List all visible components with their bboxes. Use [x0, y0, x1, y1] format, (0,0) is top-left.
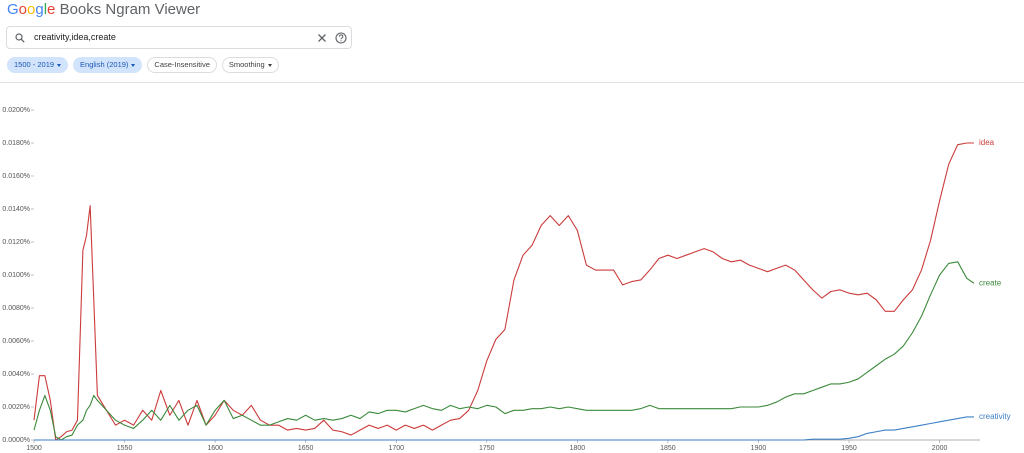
- help-button[interactable]: [335, 32, 347, 44]
- x-tick-label: 1800: [570, 445, 586, 452]
- x-tick-label: 1600: [207, 445, 223, 452]
- x-tick-label: 1650: [298, 445, 314, 452]
- corpus-chip[interactable]: English (2019): [73, 57, 143, 73]
- y-tick-label: 0.0060%: [2, 338, 30, 345]
- search-query[interactable]: creativity,idea,create: [34, 32, 116, 42]
- case-chip[interactable]: Case-Insensitive: [147, 57, 217, 73]
- y-tick-label: 0.0100%: [2, 272, 30, 279]
- chip-label: Case-Insensitive: [154, 60, 210, 69]
- search-icon: [15, 33, 25, 43]
- y-tick-label: 0.0160%: [2, 173, 30, 180]
- logo-product: Books Ngram Viewer: [59, 1, 201, 18]
- search-box[interactable]: creativity,idea,create: [6, 26, 352, 49]
- y-tick-label: 0.0120%: [2, 239, 30, 246]
- chip-label: English (2019): [80, 60, 129, 69]
- x-tick-label: 1900: [751, 445, 767, 452]
- y-tick-label: 0.0180%: [2, 140, 30, 147]
- x-tick-label: 1950: [841, 445, 857, 452]
- x-tick-label: 1500: [26, 445, 42, 452]
- series-line: [33, 142, 974, 441]
- year-range-chip[interactable]: 1500 - 2019: [7, 57, 69, 73]
- smoothing-chip[interactable]: Smoothing: [221, 57, 279, 73]
- x-tick-label: 1750: [479, 445, 495, 452]
- y-tick-label: 0.0200%: [2, 107, 30, 114]
- series-label: idea: [979, 138, 995, 147]
- series-line: [34, 416, 974, 441]
- y-tick-label: 0.0080%: [2, 305, 30, 312]
- x-tick-label: 1700: [388, 445, 404, 452]
- logo-google: Google: [7, 1, 56, 18]
- divider: [0, 82, 1024, 83]
- filter-bar: 1500 - 2019 English (2019) Case-Insensit…: [7, 57, 279, 73]
- x-tick-label: 1850: [660, 445, 676, 452]
- x-tick-label: 2000: [932, 445, 948, 452]
- x-tick-label: 1550: [117, 445, 133, 452]
- series-label: creativity: [979, 412, 1011, 421]
- series-line: [33, 261, 975, 441]
- clear-button[interactable]: [317, 33, 327, 43]
- series-label: create: [979, 278, 1002, 287]
- y-tick-label: 0.0140%: [2, 206, 30, 213]
- logo[interactable]: Google Books Ngram Viewer: [7, 1, 200, 18]
- chip-label: Smoothing: [228, 60, 265, 69]
- y-tick-label: 0.0040%: [2, 371, 30, 378]
- y-tick-label: 0.0020%: [2, 404, 30, 411]
- y-tick-label: 0.0000%: [2, 437, 30, 444]
- chip-label: 1500 - 2019: [14, 60, 55, 69]
